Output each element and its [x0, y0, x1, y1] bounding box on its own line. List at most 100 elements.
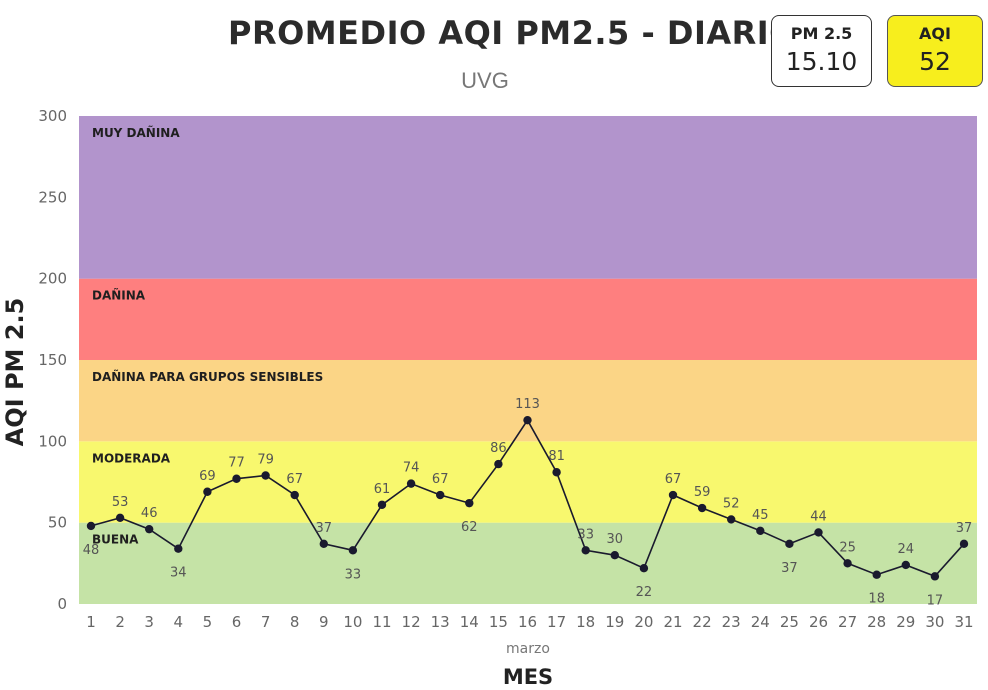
pm25-card: PM 2.5 15.10	[771, 15, 872, 87]
data-point	[494, 459, 503, 469]
data-label: 46	[141, 506, 158, 521]
data-point	[959, 539, 969, 549]
x-tick-label: 24	[751, 613, 770, 631]
page-subtitle: UVG	[461, 68, 509, 93]
data-label: 22	[636, 585, 653, 600]
x-tick-label: 26	[809, 613, 828, 631]
data-label: 86	[490, 441, 507, 456]
data-label: 52	[723, 496, 740, 511]
x-tick-label: 31	[954, 613, 973, 631]
data-point	[872, 570, 881, 579]
data-label: 81	[548, 449, 565, 464]
x-tick-label: 20	[634, 613, 653, 631]
x-tick-label: 18	[576, 613, 595, 631]
y-tick-label: 250	[38, 188, 67, 206]
data-point	[523, 415, 532, 425]
band-danina	[79, 278, 977, 360]
data-label: 24	[898, 542, 915, 557]
band-label-danina-para-grupos-sensibles: DAÑINA PARA GRUPOS SENSIBLES	[92, 369, 323, 384]
data-label: 17	[927, 593, 944, 608]
data-point	[668, 490, 678, 500]
data-label: 59	[694, 485, 711, 500]
data-label: 25	[839, 540, 856, 555]
data-point	[785, 539, 794, 549]
x-tick-label: 30	[925, 613, 944, 631]
data-label: 33	[345, 567, 362, 582]
data-point	[901, 560, 910, 570]
data-point	[348, 546, 358, 555]
data-label: 37	[316, 521, 333, 536]
x-tick-label: 23	[722, 613, 741, 631]
x-tick-label: 12	[402, 613, 421, 631]
data-label: 33	[577, 527, 594, 542]
x-tick-label: 29	[896, 613, 915, 631]
x-tick-label: 4	[174, 613, 184, 631]
data-label: 79	[257, 452, 274, 467]
y-tick-label: 50	[48, 514, 67, 532]
aqi-card-value: 52	[919, 47, 951, 76]
x-tick-label: 9	[319, 613, 329, 631]
x-axis-label: MES	[502, 665, 554, 689]
band-label-buena: BUENA	[92, 533, 139, 547]
data-point	[610, 551, 619, 560]
x-tick-label: 2	[115, 613, 125, 631]
data-label: 34	[170, 566, 187, 581]
data-point	[581, 546, 590, 555]
data-point	[465, 498, 474, 508]
data-label: 37	[781, 561, 798, 576]
x-tick-label: 17	[547, 613, 566, 631]
data-point	[203, 487, 212, 496]
data-point	[843, 559, 852, 568]
x-tick-label: 13	[431, 613, 450, 631]
y-tick-label: 200	[38, 270, 67, 288]
band-label-moderada: MODERADA	[92, 451, 171, 465]
x-tick-label: 3	[144, 613, 154, 631]
data-point	[697, 503, 707, 513]
x-tick-label: 28	[867, 613, 886, 631]
data-point	[756, 526, 765, 535]
data-label: 44	[810, 509, 827, 524]
x-tick-label: 7	[261, 613, 271, 631]
x-tick-label: 25	[780, 613, 799, 631]
data-label: 67	[665, 472, 682, 487]
data-label: 74	[403, 461, 420, 476]
y-tick-label: 300	[38, 107, 67, 125]
data-point	[86, 521, 96, 531]
pm25-card-value: 15.10	[785, 47, 858, 76]
band-label-muy-danina: MUY DAÑINA	[92, 125, 180, 140]
y-tick-label: 150	[38, 351, 67, 369]
pm25-card-label: PM 2.5	[790, 24, 853, 43]
x-tick-label: 8	[290, 613, 300, 631]
aqi-card: AQI 52	[887, 15, 983, 87]
x-tick-label: 1	[86, 613, 96, 631]
y-axis-label: AQI PM 2.5	[1, 297, 29, 447]
x-tick-label: 16	[518, 613, 537, 631]
data-point	[319, 539, 328, 549]
data-label: 45	[752, 508, 769, 523]
data-label: 62	[461, 520, 478, 535]
data-point	[930, 572, 940, 581]
x-tick-label: 10	[343, 613, 362, 631]
x-tick-label: 19	[605, 613, 624, 631]
data-point	[406, 479, 416, 488]
data-point	[727, 515, 736, 524]
data-point	[814, 528, 823, 537]
y-tick-label: 0	[57, 595, 67, 613]
data-label: 67	[432, 472, 449, 487]
data-point	[639, 564, 649, 573]
x-tick-label: 21	[663, 613, 682, 631]
data-point	[232, 474, 241, 483]
data-label: 30	[607, 532, 624, 547]
band-muy-danina	[79, 116, 977, 279]
data-point	[436, 490, 445, 500]
x-tick-label: 6	[232, 613, 242, 631]
data-label: 37	[956, 521, 973, 536]
x-tick-label: 11	[372, 613, 391, 631]
data-label: 53	[112, 495, 129, 510]
data-label: 77	[228, 456, 245, 471]
data-point	[115, 513, 125, 522]
y-tick-label: 100	[38, 432, 67, 450]
data-label: 18	[868, 592, 885, 607]
